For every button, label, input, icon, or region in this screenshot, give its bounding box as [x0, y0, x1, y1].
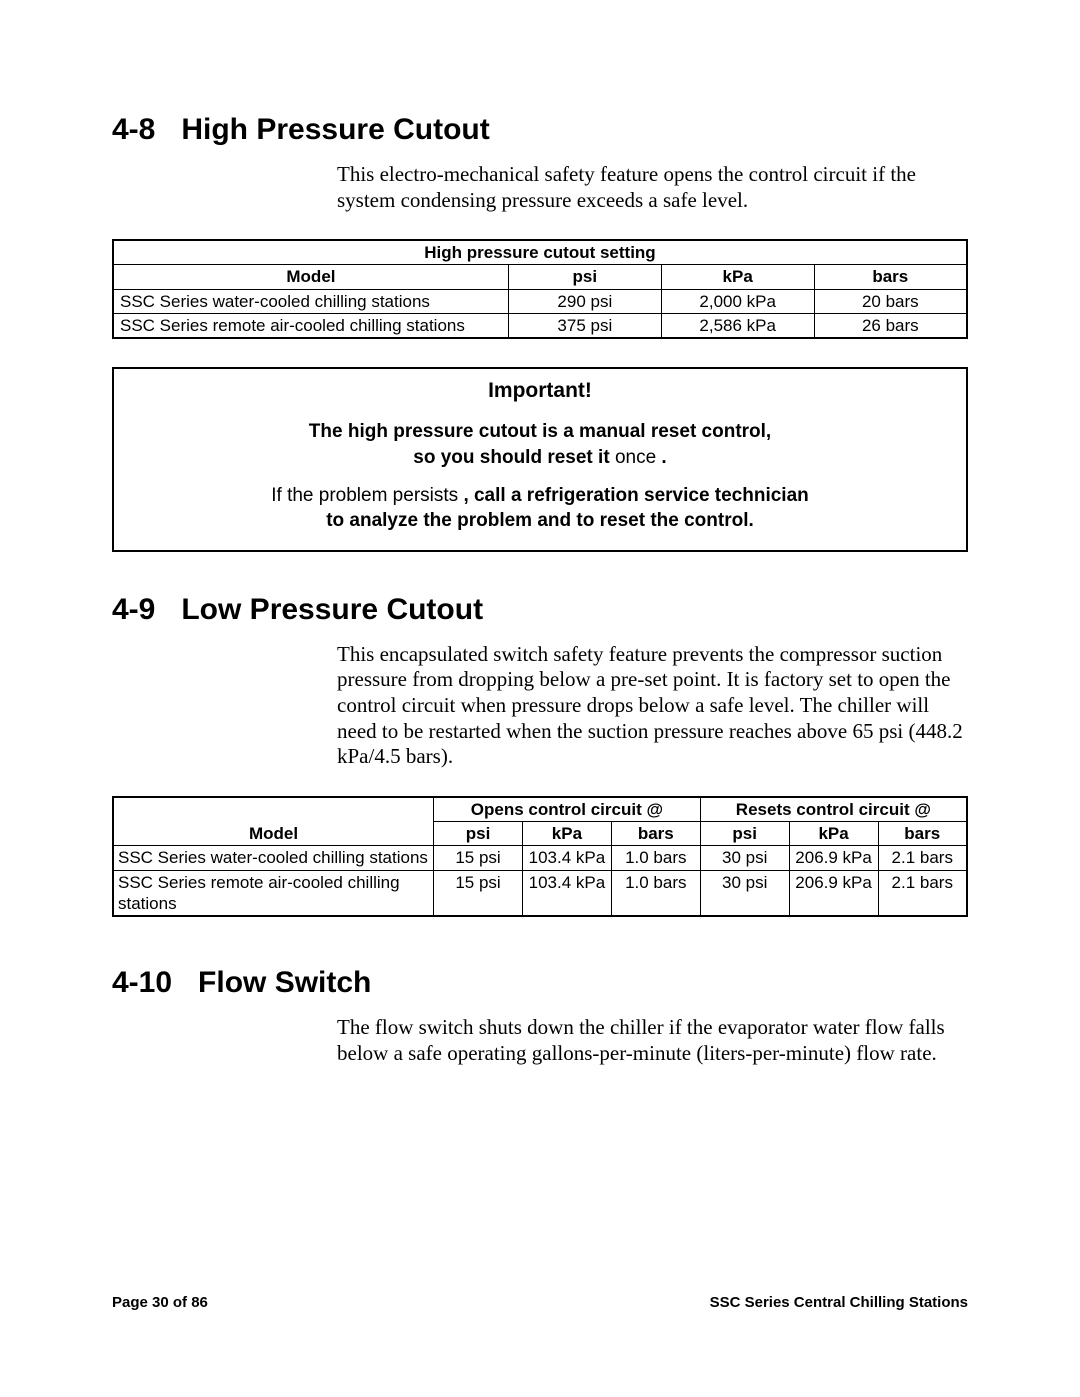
heading-title: High Pressure Cutout: [181, 113, 489, 146]
table2-gh-resets: Resets control circuit @: [700, 797, 967, 822]
cell: 1.0 bars: [611, 870, 700, 916]
footer-page-number: Page 30 of 86: [112, 1294, 208, 1311]
cell: 30 psi: [700, 870, 789, 916]
cell: 2,586 kPa: [661, 313, 814, 338]
table-row: SSC Series remote air-cooled chilling st…: [113, 313, 967, 338]
text: once: [615, 447, 656, 468]
table-low-pressure: Opens control circuit @ Resets control c…: [112, 796, 968, 917]
heading-4-8: 4-8 High Pressure Cutout: [112, 112, 968, 148]
table2-h-psi: psi: [434, 822, 523, 846]
heading-title: Flow Switch: [198, 966, 371, 999]
cell: SSC Series water-cooled chilling station…: [113, 289, 508, 313]
table-row: SSC Series remote air-cooled chilling st…: [113, 870, 967, 916]
page-content: 4-8 High Pressure Cutout This electro-mec…: [112, 112, 968, 1092]
text: If the problem persists: [271, 485, 463, 506]
table1-h-psi: psi: [508, 265, 661, 289]
table2-h-model: Model: [113, 822, 434, 846]
para-4-9: This encapsulated switch safety feature …: [337, 642, 968, 770]
cell: 1.0 bars: [611, 846, 700, 870]
important-line4: to analyze the problem and to reset the …: [134, 508, 946, 534]
cell: 20 bars: [814, 289, 967, 313]
text: so you should reset it: [413, 447, 615, 468]
cell: 15 psi: [434, 846, 523, 870]
table2-h-kpa2: kPa: [789, 822, 878, 846]
table1-title: High pressure cutout setting: [113, 240, 967, 265]
cell: 103.4 kPa: [522, 870, 611, 916]
table-row: SSC Series water-cooled chilling station…: [113, 289, 967, 313]
heading-number: 4-10: [112, 965, 172, 1001]
spacer: [112, 917, 968, 965]
table1-h-bars: bars: [814, 265, 967, 289]
table2-h-kpa: kPa: [522, 822, 611, 846]
cell: 2,000 kPa: [661, 289, 814, 313]
table1-h-kpa: kPa: [661, 265, 814, 289]
cell: 375 psi: [508, 313, 661, 338]
table-high-pressure: High pressure cutout setting Model psi k…: [112, 239, 968, 339]
table-row: SSC Series water-cooled chilling station…: [113, 846, 967, 870]
important-line3: If the problem persists , call a refrige…: [134, 483, 946, 509]
empty-cell: [113, 797, 434, 822]
cell: 2.1 bars: [878, 870, 967, 916]
footer-doc-title: SSC Series Central Chilling Stations: [710, 1294, 968, 1311]
cell: 206.9 kPa: [789, 870, 878, 916]
cell: 103.4 kPa: [522, 846, 611, 870]
table2-h-psi2: psi: [700, 822, 789, 846]
important-line2: so you should reset it once .: [134, 445, 946, 471]
spacer: [134, 471, 946, 483]
important-title: Important!: [134, 379, 946, 403]
table1-h-model: Model: [113, 265, 508, 289]
para-4-8: This electro-mechanical safety feature o…: [337, 162, 968, 213]
cell: SSC Series remote air-cooled chilling st…: [113, 870, 434, 916]
heading-number: 4-9: [112, 592, 155, 628]
page-footer: Page 30 of 86 SSC Series Central Chillin…: [112, 1294, 968, 1311]
cell: SSC Series remote air-cooled chilling st…: [113, 313, 508, 338]
heading-number: 4-8: [112, 112, 155, 148]
para-4-10: The flow switch shuts down the chiller i…: [337, 1015, 968, 1066]
heading-4-9: 4-9 Low Pressure Cutout: [112, 592, 968, 628]
text: , call a refrigeration service technicia…: [463, 485, 808, 506]
cell: SSC Series water-cooled chilling station…: [113, 846, 434, 870]
heading-title: Low Pressure Cutout: [181, 593, 483, 626]
heading-4-10: 4-10 Flow Switch: [112, 965, 968, 1001]
table2-h-bars: bars: [611, 822, 700, 846]
cell: 2.1 bars: [878, 846, 967, 870]
text: .: [656, 447, 667, 468]
table2-h-bars2: bars: [878, 822, 967, 846]
cell: 30 psi: [700, 846, 789, 870]
cell: 26 bars: [814, 313, 967, 338]
cell: 15 psi: [434, 870, 523, 916]
cell: 206.9 kPa: [789, 846, 878, 870]
important-callout: Important! The high pressure cutout is a…: [112, 367, 968, 552]
important-line1: The high pressure cutout is a manual res…: [134, 419, 946, 445]
cell: 290 psi: [508, 289, 661, 313]
table2-gh-opens: Opens control circuit @: [434, 797, 701, 822]
